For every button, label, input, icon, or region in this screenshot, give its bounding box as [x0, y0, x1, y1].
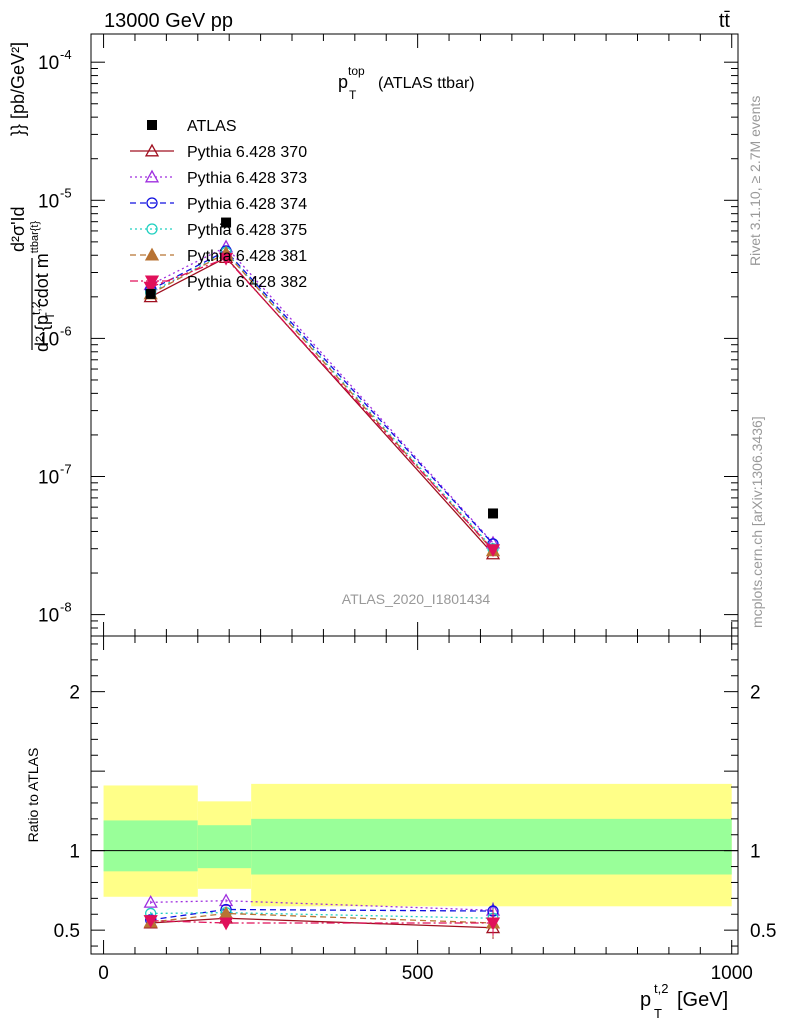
ratio-y-tick-label: 0.5 — [54, 921, 80, 942]
y-tick-label-exponent: -7 — [60, 462, 72, 477]
ratio-point — [218, 917, 234, 931]
ylabel-denominator: d² {pt,2T cdot mttbar{t} — [29, 221, 57, 352]
legend-marker — [144, 275, 160, 289]
legend-marker — [144, 143, 160, 157]
ylabel-units: }} [pb/GeV²] — [8, 42, 28, 136]
legend-label: Pythia 6.428 381 — [187, 248, 307, 265]
y-tick-label: 10 — [38, 191, 59, 212]
ratio-y-tick-label-right: 2 — [750, 683, 761, 704]
legend-label: Pythia 6.428 374 — [187, 196, 307, 213]
x-tick-label: 500 — [402, 963, 434, 984]
y-tick-label: 10 — [38, 606, 59, 627]
process-label: tt̄ — [719, 10, 731, 32]
xlabel-suffix: [GeV] — [677, 989, 728, 1011]
ratio-point — [143, 915, 158, 928]
legend-marker-data — [147, 120, 157, 130]
rivet-version-label: Rivet 3.1.10, ≥ 2.7M events — [747, 96, 763, 266]
xlabel-main: p — [640, 989, 651, 1011]
uncertainty-band-inner — [251, 818, 732, 875]
uncertainty-band-inner — [103, 820, 198, 872]
y-tick-label: 10 — [38, 329, 59, 350]
data-point — [488, 508, 499, 519]
ratio-data-layer — [143, 893, 501, 939]
title-sub: T — [349, 88, 357, 102]
title-main: p — [338, 72, 348, 92]
ratio-plot-frame — [90, 635, 739, 955]
ratio-y-tick-label: 2 — [69, 683, 80, 704]
series-point — [218, 252, 234, 266]
y-tick-label-exponent: -5 — [60, 185, 72, 200]
series-line — [150, 246, 494, 544]
data-point — [145, 288, 156, 299]
ratio-bands — [91, 783, 738, 907]
title-suffix: (ATLAS ttbar) — [378, 75, 475, 92]
ratio-series-line — [150, 908, 494, 921]
y-tick-label-exponent: -4 — [60, 47, 72, 62]
legend-marker — [146, 223, 158, 235]
energy-label: 13000 GeV pp — [104, 10, 233, 32]
ratio-plot: 0 500 1000 0.5 0.5 1 1 2 2 Ratio to ATLAS — [25, 635, 776, 984]
y-tick-label-exponent: -8 — [60, 600, 72, 615]
legend-label: Pythia 6.428 375 — [187, 222, 307, 239]
xlabel-sub: T — [654, 1006, 662, 1021]
ratio-y-label: Ratio to ATLAS — [25, 748, 41, 843]
legend-label: Pythia 6.428 382 — [187, 274, 307, 291]
ratio-y-tick-label: 1 — [69, 842, 80, 863]
series-line — [150, 256, 494, 555]
x-tick-label: 1000 — [711, 963, 753, 984]
series-line — [150, 257, 494, 551]
x-axis-label: p t,2 T [GeV] — [640, 981, 728, 1021]
ratio-ticks: 0 500 1000 0.5 0.5 1 1 2 2 — [54, 636, 776, 984]
y-tick-label: 10 — [38, 468, 59, 489]
main-y-ticks: 10-810-710-610-510-4 — [38, 47, 738, 637]
analysis-id: ATLAS_2020_I1801434 — [342, 591, 491, 607]
xlabel-sup: t,2 — [654, 981, 668, 996]
main-y-label: d²σ'Id d² {pt,2T cdot mttbar{t} }} [pb/G… — [8, 42, 57, 352]
ratio-point — [485, 917, 501, 931]
ratio-y-tick-label-right: 0.5 — [750, 921, 776, 942]
legend-marker — [146, 197, 158, 209]
y-tick-label-exponent: -6 — [60, 323, 72, 338]
legend: ATLAS Pythia 6.428 370 Pythia 6.428 373 Pyt… — [130, 118, 307, 291]
ylabel-numerator: d²σ'Id — [8, 206, 28, 252]
series-point — [485, 544, 501, 558]
legend-marker — [144, 169, 160, 183]
series-line — [150, 252, 494, 552]
data-point — [221, 217, 232, 228]
uncertainty-band-inner — [197, 825, 252, 869]
y-tick-label: 10 — [38, 53, 59, 74]
plot-title: ptop — [338, 64, 365, 92]
title-sup: top — [348, 64, 365, 78]
legend-label: Pythia 6.428 373 — [187, 170, 307, 187]
ratio-point — [143, 894, 158, 908]
main-x-ticks — [103, 34, 733, 636]
legend-marker — [144, 247, 160, 261]
main-data-layer — [143, 217, 501, 560]
x-tick-label: 0 — [98, 963, 109, 984]
ratio-point — [218, 893, 234, 907]
main-plot: 10-810-710-610-510-4 ATLAS_2020_I1801434… — [8, 33, 739, 637]
legend-label-data: ATLAS — [187, 118, 237, 135]
source-label: mcplots.cern.ch [arXiv:1306.3436] — [749, 416, 765, 628]
series-line — [150, 250, 494, 545]
ratio-y-tick-label-right: 1 — [750, 842, 761, 863]
legend-label: Pythia 6.428 370 — [187, 144, 307, 161]
series-line — [150, 251, 494, 550]
